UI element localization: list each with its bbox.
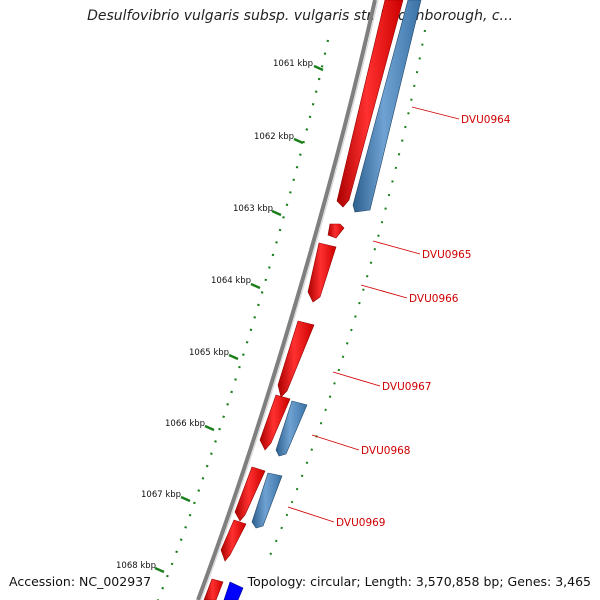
gene-label[interactable]: DVU0966: [409, 293, 459, 305]
feature-dvu0969-forward[interactable]: [234, 466, 266, 522]
backbone-highlight: [200, 0, 379, 600]
ruler-label: 1064 kbp: [211, 276, 251, 286]
topology-info: Topology: circular; Length: 3,570,858 bp…: [247, 574, 591, 589]
gene-label[interactable]: DVU0967: [382, 381, 432, 393]
ruler-tick: [154, 566, 165, 574]
leader-dvu0966: [360, 284, 408, 299]
ruler-label: 1067 kbp: [141, 490, 181, 500]
feature-blue-bottom[interactable]: [223, 581, 244, 600]
ruler-tick: [293, 137, 304, 145]
feature-dvu0967-forward[interactable]: [277, 320, 315, 398]
feature-dvu0968-forward[interactable]: [259, 394, 291, 451]
ruler-tick: [180, 495, 191, 503]
feature-dvu0966-forward[interactable]: [307, 242, 337, 303]
ruler-tick: [228, 353, 239, 361]
feature-dvu0964-reverse[interactable]: [352, 0, 422, 213]
feature-dvu0965-forward[interactable]: [327, 223, 345, 239]
gene-label[interactable]: DVU0968: [361, 445, 411, 457]
reverse-features: [223, 0, 422, 600]
accession-info: Accession: NC_002937: [9, 574, 152, 589]
ruler-label: 1065 kbp: [189, 348, 229, 358]
ruler-label: 1066 kbp: [165, 419, 205, 429]
inner-track: [267, 29, 426, 561]
genome-backbone: [196, 0, 377, 600]
feature-dvu0968-reverse[interactable]: [275, 400, 308, 457]
ruler-tick: [204, 424, 215, 432]
leader-dvu0964: [411, 106, 460, 120]
ruler-label: 1063 kbp: [233, 204, 273, 214]
ruler-tick: [250, 282, 261, 290]
ruler-tick: [271, 209, 282, 217]
ruler-major-ticks: [154, 64, 324, 574]
forward-features: [203, 0, 404, 600]
gene-label[interactable]: DVU0969: [336, 517, 386, 529]
gene-label-leaders: [287, 106, 460, 523]
feature-red-lower[interactable]: [220, 519, 247, 562]
ruler-label: 1061 kbp: [273, 59, 313, 69]
gene-label[interactable]: DVU0964: [461, 114, 511, 126]
leader-dvu0968: [311, 434, 360, 451]
ruler-tick: [313, 64, 324, 72]
gene-label[interactable]: DVU0965: [422, 249, 472, 261]
leader-dvu0969: [287, 506, 335, 523]
feature-dvu0969-reverse[interactable]: [251, 472, 283, 529]
ruler-label: 1062 kbp: [254, 132, 294, 142]
ruler-label: 1068 kbp: [116, 561, 156, 571]
leader-dvu0965: [372, 240, 421, 255]
feature-dvu0964-forward[interactable]: [336, 0, 404, 208]
feature-red-bottom[interactable]: [203, 578, 224, 600]
leader-dvu0967: [332, 371, 381, 387]
